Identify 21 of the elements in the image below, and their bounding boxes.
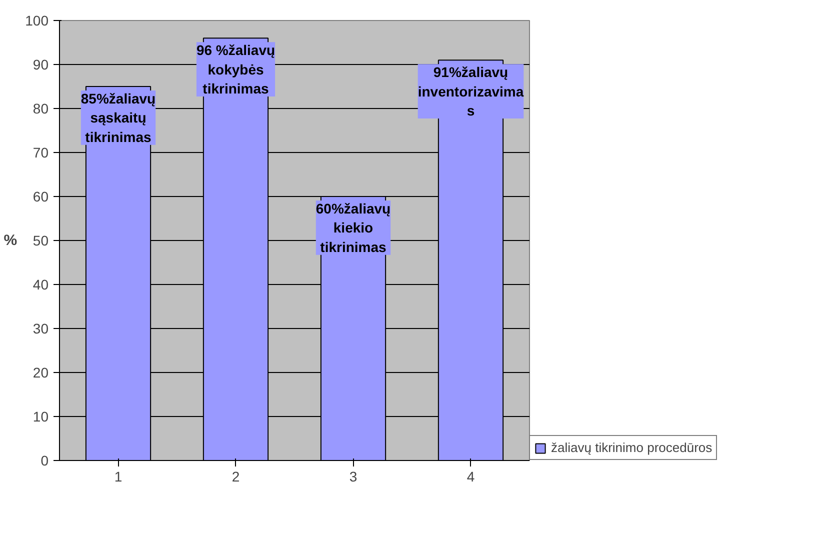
y-tick-label: 40 (32, 276, 49, 292)
text: 60%žaliavų kiekio tikrinimas (316, 200, 391, 255)
y-tick-label: 100 (25, 12, 49, 28)
y-tick-label: 10 (32, 408, 49, 424)
text: 96 %žaliavų kokybės tikrinimas (196, 42, 276, 96)
y-tick-label: 70 (32, 144, 49, 160)
y-tick-label: 0 (40, 452, 49, 468)
x-tick-label: 2 (232, 468, 240, 484)
text: 91%žaliavų inventorizavima s (418, 64, 524, 118)
y-tick-label: 30 (32, 320, 49, 336)
x-tick-label: 3 (349, 468, 358, 484)
x-tick-label: 4 (466, 468, 475, 484)
y-tick-label: 50 (32, 232, 49, 248)
y-tick-label: 60 (32, 188, 49, 204)
y-tick-label: 90 (32, 56, 49, 72)
y-axis-title: % (4, 232, 18, 249)
y-tick-label: 20 (32, 364, 49, 380)
y-tick-label: 80 (32, 100, 49, 116)
x-tick-label: 1 (114, 468, 122, 484)
text: 85%žaliavų sąskaitų tikrinimas (80, 90, 156, 145)
legend-label: žaliavų tikrinimo procedūros (551, 440, 712, 455)
